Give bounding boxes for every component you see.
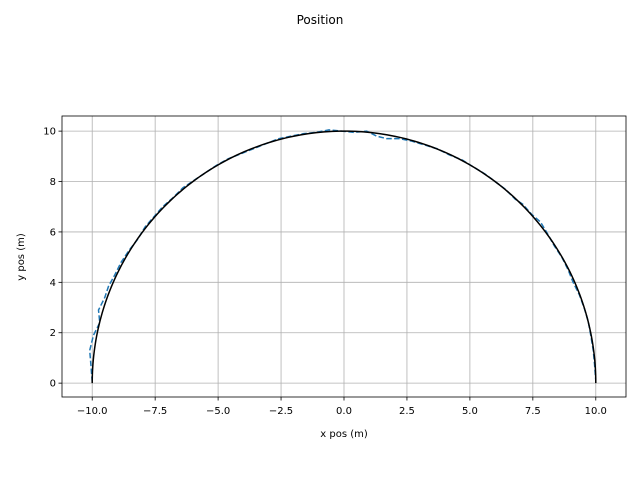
y-tick-label: 10 — [43, 127, 56, 138]
x-tick-label: 5.0 — [462, 406, 478, 417]
x-tick-label: −2.5 — [269, 406, 293, 417]
x-tick-label: 2.5 — [399, 406, 415, 417]
x-axis-ticks: −10.0 −7.5 −5.0 −2.5 0.0 2.5 5.0 7.5 10.0 — [77, 397, 607, 417]
chart-title: Position — [297, 13, 344, 27]
measured-path-line — [88, 129, 597, 382]
x-tick-label: 7.5 — [525, 406, 541, 417]
y-tick-label: 2 — [50, 328, 56, 339]
grid — [62, 116, 626, 397]
x-tick-label: −7.5 — [143, 406, 167, 417]
reference-semicircle-line — [91, 130, 597, 384]
x-tick-label: 0.0 — [336, 406, 352, 417]
y-tick-label: 0 — [50, 379, 56, 390]
x-tick-label: 10.0 — [585, 406, 607, 417]
y-tick-label: 6 — [50, 227, 56, 238]
y-axis-label: y pos (m) — [16, 233, 27, 281]
x-axis-label: x pos (m) — [320, 429, 368, 440]
x-tick-label: −10.0 — [77, 406, 108, 417]
x-tick-label: −5.0 — [206, 406, 230, 417]
y-tick-label: 4 — [50, 278, 56, 289]
y-tick-label: 8 — [50, 177, 56, 188]
y-axis-ticks: 0 2 4 6 8 10 — [43, 127, 62, 390]
plot-data — [88, 129, 597, 384]
